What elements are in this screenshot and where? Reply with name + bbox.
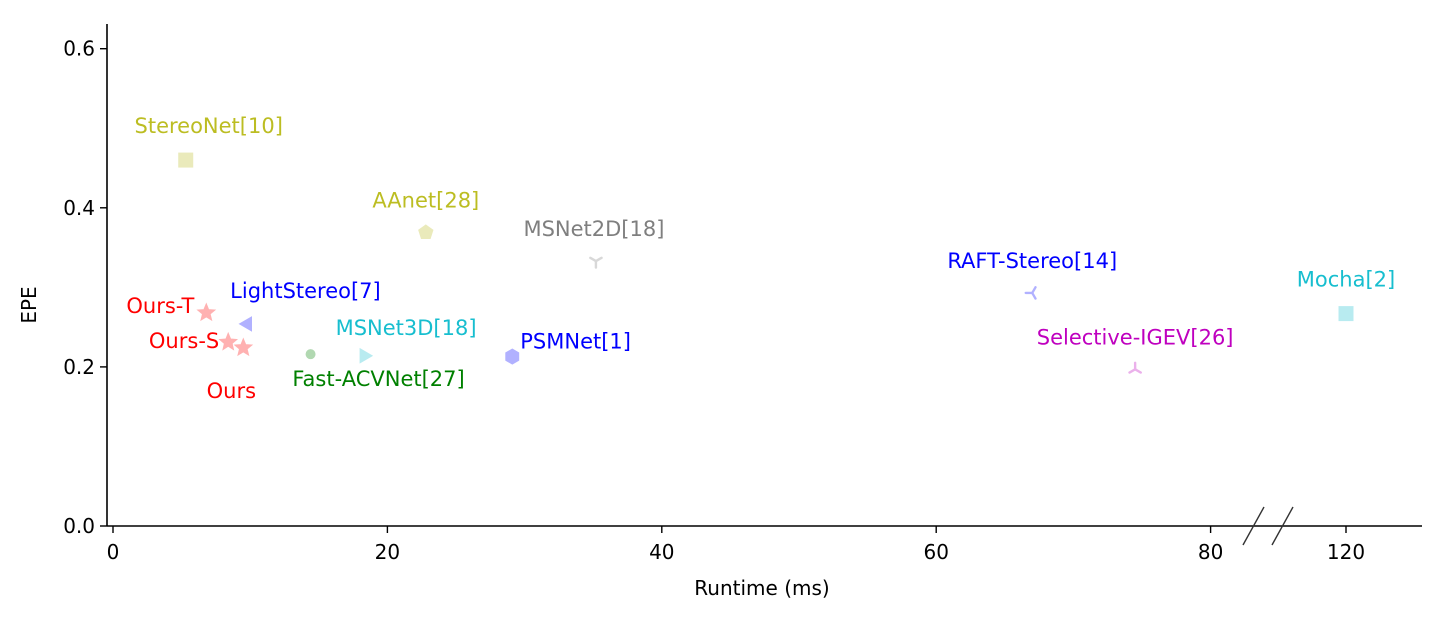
y-tick-label: 0.4 <box>63 196 95 220</box>
y-axis-label: EPE <box>17 286 41 323</box>
data-point-psmnet-1 <box>505 348 520 365</box>
data-point-ours-s <box>218 331 239 351</box>
data-point-lightstereo-7 <box>238 316 252 332</box>
data-point-stereonet-10 <box>178 152 194 168</box>
chart-point-labels: StereoNet[10] AAnet[28] MSNet2D[18] RAFT-St… <box>126 114 1395 403</box>
point-label: RAFT-Stereo[14] <box>947 249 1117 273</box>
x-tick-label: 80 <box>1198 540 1223 564</box>
x-tick-label: 0 <box>107 540 120 564</box>
point-label: Ours-T <box>126 294 194 318</box>
axis-break-mark <box>1242 506 1265 546</box>
y-tick-label: 0.2 <box>63 355 95 379</box>
y-tick-label: 0.6 <box>63 37 95 61</box>
point-label: MSNet2D[18] <box>523 217 664 241</box>
x-axis-label: Runtime (ms) <box>694 576 829 600</box>
point-label: Mocha[2] <box>1297 268 1395 292</box>
data-point-ours <box>233 337 254 357</box>
point-label: Ours-S <box>149 329 219 353</box>
data-point-ours-t <box>196 302 217 322</box>
data-point-raft-stereo-14 <box>1024 286 1037 300</box>
point-label: Selective-IGEV[26] <box>1037 325 1234 349</box>
chart-markers <box>178 152 1354 374</box>
point-label: Fast-ACVNet[27] <box>292 367 464 391</box>
point-label: StereoNet[10] <box>135 114 283 138</box>
axis-break-mark <box>1271 506 1294 546</box>
data-point-msnet3d-18 <box>359 347 374 364</box>
axes: 0 20 40 60 80 120 0.0 0.2 0.4 0.6 <box>63 24 1422 564</box>
data-point-selective-igev-26 <box>1128 361 1142 374</box>
x-tick-label: 60 <box>923 540 948 564</box>
x-tick-label: 120 <box>1327 540 1365 564</box>
point-label: LightStereo[7] <box>230 279 381 303</box>
y-tick-label: 0.0 <box>63 514 95 538</box>
point-label: PSMNet[1] <box>520 330 631 354</box>
x-tick-label: 40 <box>649 540 674 564</box>
data-point-msnet2d-18 <box>589 256 603 269</box>
data-point-fast-acvnet-27 <box>305 349 316 360</box>
point-label: AAnet[28] <box>372 188 479 212</box>
point-label: Ours <box>207 379 256 403</box>
x-tick-label: 20 <box>375 540 400 564</box>
data-point-aanet-28 <box>418 224 434 239</box>
point-label: MSNet3D[18] <box>336 316 477 340</box>
data-point-mocha-2 <box>1338 306 1354 322</box>
